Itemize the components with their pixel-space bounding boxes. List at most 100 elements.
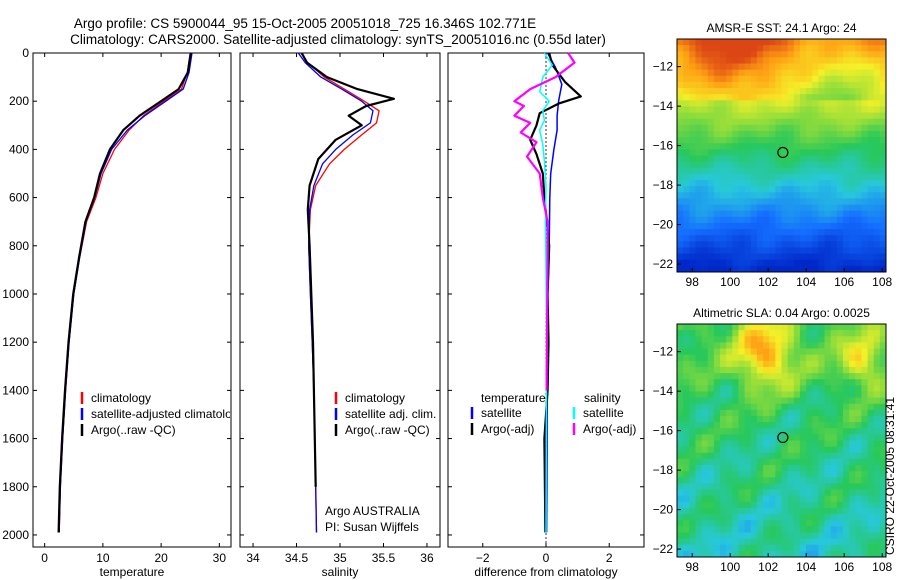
sst-map-cell [830,229,838,236]
sst-map-cell [806,112,813,120]
sla-map-cell [849,342,856,349]
sst-map-cell [867,229,875,236]
sla-map-cell [818,379,825,386]
sla-map-cell [855,342,862,349]
sst-map-cell [842,204,850,212]
sst-map-cell [738,75,746,83]
sla-map-cell [720,415,727,423]
sst-map-cell [756,265,764,273]
sst-map-cell [775,216,782,224]
legend-entry: satellite [583,406,624,420]
sst-map-cell [812,100,819,107]
sst-map-cell [861,167,868,175]
sst-map-cell [677,186,684,193]
sst-map-cell [849,216,856,224]
sst-map-cell [867,235,875,242]
sst-map-cell [830,173,838,181]
sst-map-cell [787,216,795,224]
sla-map-cell [867,538,875,546]
sst-map-cell [775,39,782,46]
sst-map-cell [824,130,832,138]
sst-map-cell [738,112,746,120]
sla-map-cell [689,403,696,411]
sla-map-cell [683,366,690,374]
sst-map-cell [867,204,875,212]
sst-map-cell [732,137,739,144]
sla-map-cell [806,544,813,552]
sst-map-cell [824,39,832,46]
sst-map-cell [793,229,801,236]
sst-map-cell [738,130,746,138]
sla-map-cell [806,489,813,497]
sst-map-cell [842,143,850,150]
sst-map-cell [701,143,709,150]
sst-map-cell [738,253,746,261]
sst-map-cell [695,235,702,242]
sst-map-cell [849,198,856,205]
sst-map-cell [763,247,770,254]
sla-map-cell [806,538,813,546]
sla-map-cell [867,526,875,533]
sla-map-cell [867,342,875,349]
sla-map-cell [842,550,850,558]
sst-map-cell [781,106,789,113]
sla-map-cell [787,409,795,417]
sst-map-cell [799,216,807,224]
sst-map-cell [756,222,764,230]
temperature-xtick-label: 0 [41,551,48,565]
sla-map-cell [726,330,733,337]
sla-map-cell [849,452,856,460]
sst-map-cell [849,124,856,132]
sla-map-cell [750,526,758,533]
sst-map-cell [689,149,696,156]
sla-map-cell [720,489,727,497]
sst-map-cell [732,130,739,138]
sst-map-cell [738,167,746,175]
sst-map-cell [849,222,856,230]
sla-map-cell [781,477,789,484]
sst-map-cell [744,180,752,187]
sst-map-cell [750,69,758,77]
depth-tick-label: 2000 [2,528,29,542]
sla-map-cell [689,501,696,509]
sst-map-cell [806,57,813,64]
sst-map-cell [836,265,844,273]
sst-map-cell [707,45,715,52]
sla-map-cell [695,379,702,386]
sla-map-cell [713,348,721,356]
sla-map-cell [855,397,862,405]
sst-map-cell [855,51,862,58]
sst-map-cell [781,63,789,71]
sst-map-cell [818,149,825,156]
sst-map-cell [695,210,702,218]
sst-map-cell [683,259,690,267]
sla-map-cell [732,397,739,405]
sla-map-cell [726,348,733,356]
sla-map-cell [818,495,825,503]
sst-map-cell [689,100,696,107]
sst-map-cell [763,161,770,169]
sst-map-cell [818,180,825,187]
sst-map-cell [812,137,819,144]
sst-map-cell [689,222,696,230]
sla-map-cell [799,342,807,349]
sla-map-cell [818,354,825,362]
legend-salinity-header: salinity [584,391,621,405]
sla-map-cell [824,409,832,417]
sst-map-cell [867,124,875,132]
sst-map-cell [744,253,752,261]
sla-map-cell [726,354,733,362]
sst-map-cell [689,210,696,218]
sla-map-cell [781,348,789,356]
sst-map-cell [824,100,832,107]
sst-map-cell [855,118,862,126]
sla-map-cell [689,360,696,368]
sla-map-cell [726,532,733,539]
sst-map-cell [695,186,702,193]
sla-map-cell [855,465,862,472]
sla-map-cell [781,342,789,349]
sla-map-cell [720,360,727,368]
sla-map-cell [873,532,881,539]
sst-map-cell [836,198,844,205]
